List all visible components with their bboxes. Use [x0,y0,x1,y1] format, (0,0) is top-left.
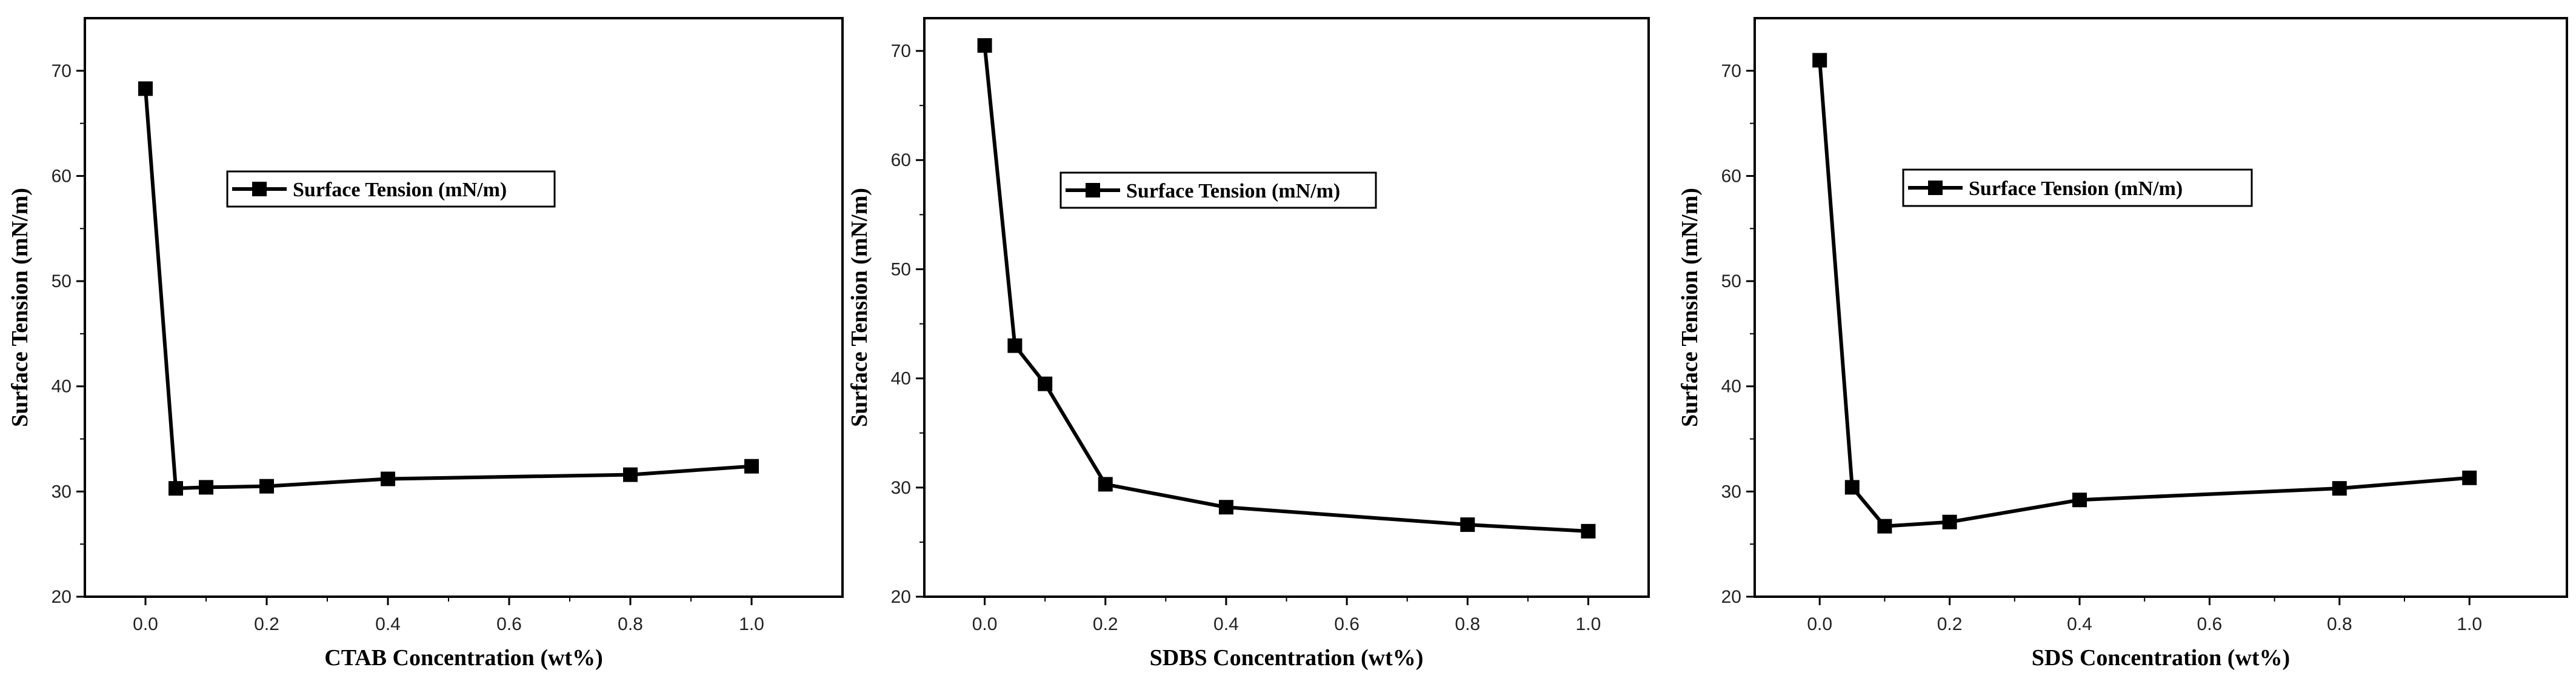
x-tick-label: 0.4 [375,614,401,634]
data-point [1942,514,1957,529]
x-tick-label: 0.4 [2067,614,2092,634]
data-point [1460,517,1475,532]
x-axis-title: SDS Concentration (wt%) [2032,645,2290,671]
series-line [983,45,1589,533]
data-point [744,459,759,474]
y-tick-label: 60 [1721,166,1741,186]
data-point [2462,470,2477,485]
data-point [1812,53,1827,68]
data-point [259,479,274,494]
x-tick-label: 1.0 [1576,614,1601,634]
x-tick-label: 0.0 [972,614,998,634]
x-tick-label: 1.0 [2457,614,2482,634]
chart-panel-1: 0.0 0.2 0.4 0.6 0.8 1.0 20 30 40 50 60 70 CTAB Conce… [7,17,844,671]
plot-frame [84,17,844,598]
x-tick-label: 0.2 [1937,614,1963,634]
plot-frame [1753,17,2568,598]
data-point [1581,523,1596,539]
x-tick-label: 0.8 [1455,614,1480,634]
y-axis-title: Surface Tension (mN/m) [7,188,33,427]
data-point [169,481,183,496]
data-point [977,38,992,53]
y-tick-label: 40 [52,377,72,397]
data-point [1038,376,1053,391]
x-tick-label: 0.2 [254,614,279,634]
y-axis-title: Surface Tension (mN/m) [1677,188,1703,427]
y-tick-label: 70 [52,61,72,81]
data-point [381,471,395,486]
legend-marker [1086,183,1100,197]
data-point [2332,481,2347,496]
data-point [1877,519,1892,534]
x-tick-label: 0.4 [1213,614,1239,634]
legend: Surface Tension (mN/m) [226,170,556,208]
y-tick-label: 20 [1721,587,1741,607]
y-tick-label: 50 [891,259,911,279]
x-tick-label: 0.2 [1093,614,1118,634]
y-tick-label: 20 [52,587,72,607]
x-tick-label: 0.8 [618,614,643,634]
y-tick-label: 40 [1721,377,1741,397]
x-axis-title: SDBS Concentration (wt%) [1150,645,1424,671]
x-tick-label: 0.0 [133,614,158,634]
legend-label: Surface Tension (mN/m) [1126,180,1340,202]
legend: Surface Tension (mN/m) [1059,171,1377,209]
legend-marker [252,182,267,196]
y-tick-label: 20 [891,587,911,607]
x-tick-label: 1.0 [739,614,764,634]
x-tick-label: 0.6 [496,614,522,634]
data-point [1844,480,1860,495]
legend-marker [1928,181,1943,195]
series-line [1818,60,2470,528]
data-point [1007,338,1023,353]
y-axis-title: Surface Tension (mN/m) [847,188,872,427]
data-point [199,480,213,495]
y-tick-label: 70 [1721,61,1741,81]
data-point [1098,477,1113,492]
data-point [138,81,153,96]
legend: Surface Tension (mN/m) [1902,168,2253,207]
x-tick-label: 0.6 [2197,614,2223,634]
data-point [2072,493,2087,508]
x-axis-title: CTAB Concentration (wt%) [324,645,602,671]
x-tick-label: 0.6 [1334,614,1360,634]
y-tick-label: 60 [52,166,72,186]
x-tick-label: 0.0 [1807,614,1832,634]
x-tick-label: 0.8 [2327,614,2352,634]
y-tick-label: 30 [1721,482,1741,502]
y-tick-label: 50 [52,271,72,291]
y-tick-label: 30 [52,482,72,502]
data-point [1218,500,1233,515]
y-tick-label: 40 [891,369,911,389]
chart-panel-3: 0.0 0.2 0.4 0.6 0.8 1.0 20 30 40 50 60 70 SDS Concen… [1677,17,2568,671]
legend-label: Surface Tension (mN/m) [1969,177,2183,200]
chart-panel-2: 0.0 0.2 0.4 0.6 0.8 1.0 20 30 40 50 60 70 SDBS Conce… [847,17,1650,671]
y-tick-label: 60 [891,150,911,170]
y-tick-label: 50 [1721,271,1741,291]
series-line [144,88,752,491]
data-point [623,467,638,482]
y-tick-label: 30 [891,478,911,498]
legend-label: Surface Tension (mN/m) [293,179,507,201]
y-tick-label: 70 [891,41,911,61]
